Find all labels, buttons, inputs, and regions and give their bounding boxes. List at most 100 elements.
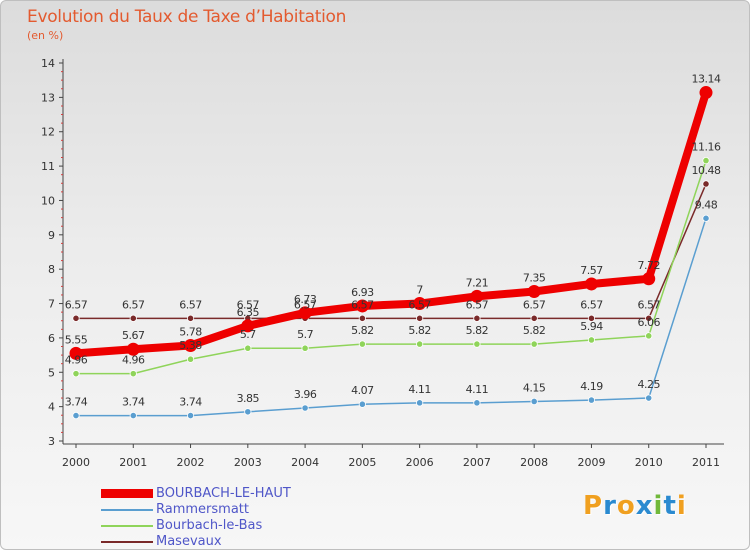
x-tick-label: 2008 <box>520 456 548 469</box>
y-tick-label: 7 <box>48 298 55 311</box>
x-tick-label: 2011 <box>692 456 720 469</box>
data-point <box>702 214 710 222</box>
data-label: 4.25 <box>637 378 660 391</box>
proxiti-logo: Proxiti <box>583 491 693 525</box>
data-label: 3.74 <box>65 396 88 409</box>
series-line-bourbach-le-bas <box>75 159 707 375</box>
data-label: 10.48 <box>692 164 721 177</box>
data-point <box>416 399 424 407</box>
data-point <box>530 340 538 348</box>
x-tick-label: 2007 <box>463 456 491 469</box>
y-tick-label: 5 <box>48 366 55 379</box>
y-axis-unit-label: (en %) <box>27 29 64 42</box>
data-label: 13.14 <box>692 73 721 86</box>
data-label: 4.96 <box>122 354 145 367</box>
legend-swatch <box>101 489 153 498</box>
data-point <box>645 332 653 340</box>
data-label: 4.19 <box>580 380 603 393</box>
data-point <box>358 400 366 408</box>
data-point <box>129 314 137 322</box>
data-point <box>244 408 252 416</box>
data-point <box>473 399 481 407</box>
data-label: 11.16 <box>692 141 721 154</box>
data-label: 5.67 <box>122 329 145 342</box>
data-label: 7.35 <box>523 272 546 285</box>
data-label: 7.72 <box>637 259 660 272</box>
x-tick-label: 2003 <box>234 456 262 469</box>
data-label: 5.94 <box>580 320 603 333</box>
data-label: 7.57 <box>580 264 603 277</box>
data-label: 5.55 <box>65 333 88 346</box>
data-label: 3.96 <box>294 388 317 401</box>
series-line-rammersmatt <box>75 217 707 417</box>
data-point <box>470 289 484 303</box>
logo-letter: i <box>653 491 664 521</box>
data-label: 6.57 <box>65 298 88 311</box>
logo-letter: r <box>603 491 617 521</box>
data-label: 6.57 <box>351 298 374 311</box>
data-label: 5.38 <box>179 339 202 352</box>
data-point <box>358 314 366 322</box>
data-label: 4.11 <box>408 383 431 396</box>
data-point <box>530 314 538 322</box>
legend-label: Rammersmatt <box>156 502 249 517</box>
data-label: 3.74 <box>179 396 202 409</box>
data-label: 6.57 <box>637 298 660 311</box>
data-label: 3.74 <box>122 396 145 409</box>
data-point <box>72 411 80 420</box>
legend-swatch <box>101 525 153 527</box>
data-point <box>645 314 653 322</box>
data-point <box>186 411 195 420</box>
data-point <box>642 272 656 286</box>
data-point <box>587 396 596 404</box>
data-label: 6.73 <box>294 293 317 306</box>
legend-swatch <box>101 541 153 543</box>
x-tick-label: 2002 <box>177 456 205 469</box>
data-label: 6.57 <box>294 298 317 311</box>
data-point <box>301 344 309 352</box>
y-tick-label: 9 <box>48 229 55 242</box>
y-tick-label: 3 <box>48 435 55 448</box>
series-line-masevaux <box>75 183 707 320</box>
data-label: 5.78 <box>179 325 202 338</box>
x-tick-label: 2006 <box>406 456 434 469</box>
data-point <box>699 86 713 100</box>
data-point <box>416 314 424 322</box>
data-point <box>298 306 312 320</box>
y-tick-label: 4 <box>48 401 55 414</box>
data-point <box>355 299 369 313</box>
data-point <box>69 346 83 360</box>
data-label: 3.85 <box>237 392 260 405</box>
data-label: 7.21 <box>466 276 489 289</box>
logo-letter: P <box>583 491 604 521</box>
data-label: 5.82 <box>523 324 546 337</box>
data-label: 5.7 <box>240 328 256 341</box>
data-label: 4.11 <box>466 383 489 396</box>
legend-label: Masevaux <box>156 534 222 549</box>
data-label: 6.06 <box>637 316 660 329</box>
data-point <box>527 285 541 299</box>
y-tick-label: 13 <box>41 91 55 104</box>
y-tick-label: 6 <box>48 332 55 345</box>
data-point <box>473 314 481 322</box>
data-point <box>702 156 710 165</box>
data-point <box>587 314 596 322</box>
data-label: 6.57 <box>408 298 431 311</box>
data-point <box>473 340 481 348</box>
x-tick-label: 2009 <box>577 456 605 469</box>
logo-letter: x <box>635 491 654 521</box>
data-point <box>186 314 195 322</box>
data-label: 4.96 <box>65 354 88 367</box>
data-label: 5.82 <box>351 324 374 337</box>
data-label: 7 <box>416 284 423 297</box>
chart-title: Evolution du Taux de Taxe d’Habitation <box>27 7 347 27</box>
data-label: 6.57 <box>580 298 603 311</box>
data-label: 6.57 <box>523 298 546 311</box>
data-label: 5.82 <box>466 324 489 337</box>
legend-label: BOURBACH-LE-HAUT <box>156 486 291 501</box>
data-point <box>413 297 427 311</box>
y-tick-label: 10 <box>41 194 55 207</box>
y-tick-label: 12 <box>41 126 55 139</box>
y-tick-label: 8 <box>48 263 55 276</box>
